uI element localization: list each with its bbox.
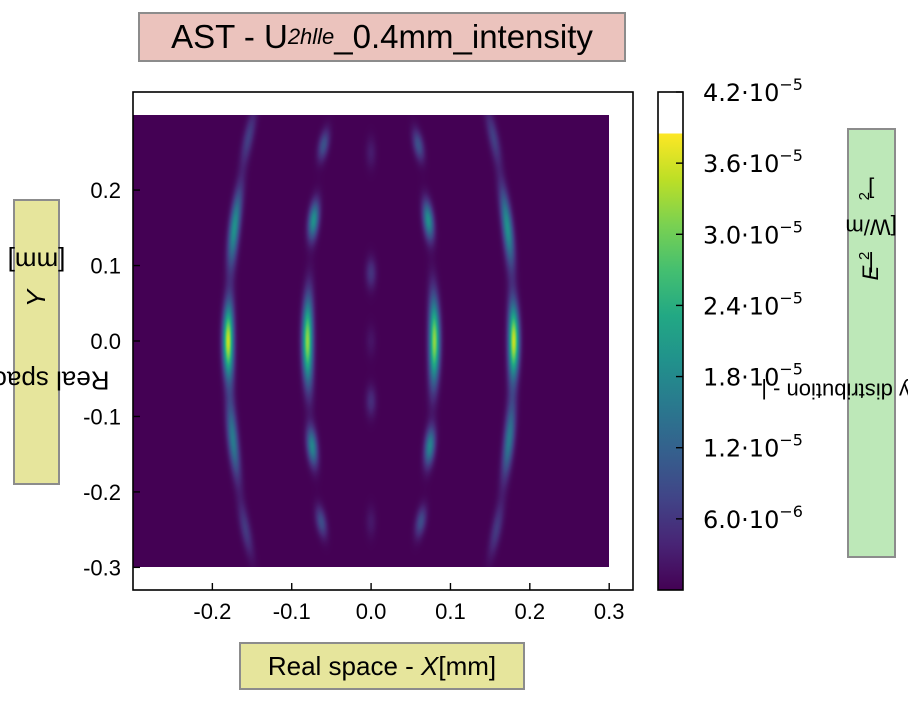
title-main: AST - U xyxy=(171,18,288,55)
cb-label-prefix: Intensity distribution - | xyxy=(761,378,908,404)
colorbar-gradient xyxy=(658,133,683,590)
y-tick-label: -0.3 xyxy=(83,555,121,580)
cb-label-unit: [W/m xyxy=(845,214,898,240)
colorbar-tick-label: 1.8·10−5 xyxy=(703,360,803,392)
cb-label-mid: | xyxy=(868,250,875,276)
colorbar-tick-label: 3.6·10−5 xyxy=(703,146,803,178)
x-tick-label: 0.0 xyxy=(356,599,387,624)
y-tick-label: 0.1 xyxy=(90,254,121,279)
x-label-prefix: Real space - xyxy=(267,650,414,681)
x-tick-label: -0.2 xyxy=(193,599,231,624)
colorbar: 4.2·10−5 3.6·10−5 3.0·10−5 2.4·10−5 1.8·10−5… xyxy=(657,75,803,591)
x-tick-label: -0.1 xyxy=(273,599,311,624)
heatmap-layer xyxy=(133,115,609,567)
colorbar-label: Intensity distribution - |E|2 [W/m2] xyxy=(762,128,908,558)
x-tick-label: 0.2 xyxy=(515,599,546,624)
x-tick-label: 0.3 xyxy=(594,599,625,624)
x-tick-label: 0.1 xyxy=(435,599,466,624)
y-tick-label: -0.1 xyxy=(83,404,121,429)
colorbar-tick-label: 2.4·10−5 xyxy=(703,288,803,320)
heatmap-image xyxy=(133,115,609,567)
y-axis-label: Real space - Y [mm] xyxy=(0,199,109,485)
colorbar-tick-label: 3.0·10−5 xyxy=(703,217,803,249)
colorbar-frame xyxy=(657,91,684,591)
x-label-suffix: [mm] xyxy=(438,650,497,681)
x-label-variable: X xyxy=(421,650,439,681)
y-axis: 0.2 0.1 0.0 -0.1 -0.2 -0.3 xyxy=(83,178,140,580)
y-label-prefix: Real space - xyxy=(0,365,110,396)
colorbar-tick-label: 4.2·10−5 xyxy=(703,75,803,107)
colorbar-ticks: 4.2·10−5 3.6·10−5 3.0·10−5 2.4·10−5 1.8·10−5… xyxy=(676,75,803,534)
y-tick-label: 0.2 xyxy=(90,178,121,203)
x-axis-label: Real space - X [mm] xyxy=(239,642,525,690)
cb-label-unit-end: ] xyxy=(868,176,875,202)
y-label-variable: Y xyxy=(21,289,52,307)
y-label-suffix: [mm] xyxy=(7,245,66,276)
chart-title: AST - U 2hlle _0.4mm_intensity xyxy=(138,12,626,62)
colorbar-tick-label: 1.2·10−5 xyxy=(703,431,803,463)
x-axis: -0.2 -0.1 0.0 0.1 0.2 0.3 xyxy=(193,583,624,624)
title-rest: _0.4mm_intensity xyxy=(334,18,593,55)
y-tick-label: -0.2 xyxy=(83,480,121,505)
y-tick-label: 0.0 xyxy=(90,329,121,354)
colorbar-tick-label: 6.0·10−6 xyxy=(703,502,803,534)
